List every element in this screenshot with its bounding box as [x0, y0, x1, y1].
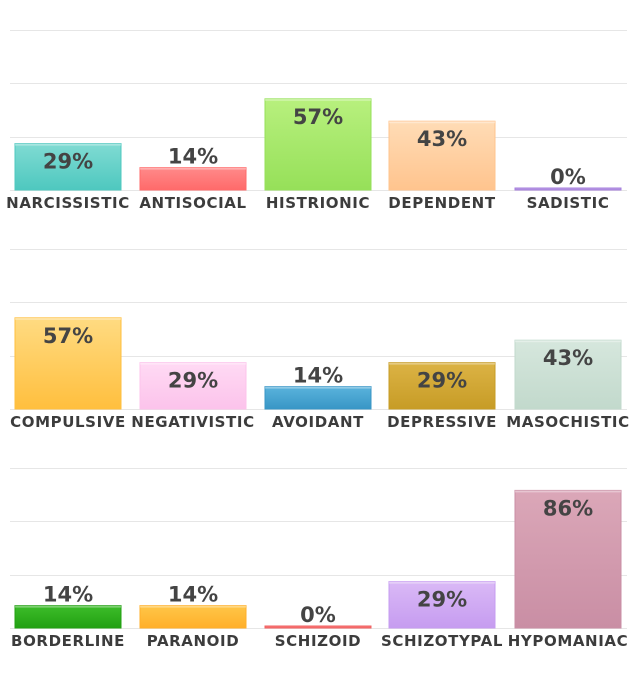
- category-label: SCHIZOTYPAL: [381, 632, 503, 650]
- bar-value-label: 0%: [300, 603, 336, 627]
- bar-avoidant: [264, 386, 372, 410]
- category-label: NEGATIVISTIC: [131, 413, 254, 431]
- bar-highlight: [15, 317, 121, 320]
- bar-histrionic: [264, 98, 372, 191]
- bar-highlight: [140, 362, 246, 365]
- category-label: DEPENDENT: [388, 194, 496, 212]
- category-label: NARCISSISTIC: [6, 194, 130, 212]
- bar-highlight: [515, 490, 621, 493]
- bar-masochistic: [514, 339, 622, 410]
- category-label: COMPULSIVE: [10, 413, 126, 431]
- bar-value-label: 57%: [293, 105, 343, 129]
- bar-dependent: [388, 120, 496, 191]
- bar-value-label: 57%: [43, 324, 93, 348]
- bar-value-label: 14%: [168, 583, 218, 607]
- bar-highlight: [389, 581, 495, 584]
- chart-panel-1: 29% NARCISSISTIC 14% ANTISOCIAL 57% HISTRIONI…: [6, 30, 627, 212]
- category-label: BORDERLINE: [11, 632, 125, 650]
- bar-value-label: 0%: [550, 165, 586, 189]
- category-label: SCHIZOID: [275, 632, 361, 650]
- bar-antisocial: [139, 167, 247, 191]
- bar-highlight: [265, 98, 371, 101]
- bar-value-label: 14%: [293, 364, 343, 388]
- category-label: HISTRIONIC: [266, 194, 370, 212]
- bar-value-label: 43%: [417, 127, 467, 151]
- bar-highlight: [140, 605, 246, 608]
- bar-highlight: [389, 121, 495, 124]
- bar-value-label: 29%: [417, 588, 467, 612]
- bar-highlight: [140, 167, 246, 170]
- bar-borderline: [14, 605, 122, 629]
- category-label: DEPRESSIVE: [387, 413, 497, 431]
- chart-panel-2: 57% COMPULSIVE 29% NEGATIVISTIC 14% AVOIDANT 2…: [10, 249, 629, 431]
- bar-highlight: [15, 605, 121, 608]
- bar-narcissistic: [14, 143, 122, 191]
- bar-schizoid: [264, 625, 372, 629]
- bar-paranoid: [139, 605, 247, 629]
- bar-highlight: [389, 362, 495, 365]
- category-label: MASOCHISTIC: [506, 413, 629, 431]
- bar-highlight: [265, 386, 371, 389]
- bar-value-label: 29%: [417, 369, 467, 393]
- bar-hypomaniac: [514, 489, 622, 629]
- category-label: PARANOID: [147, 632, 240, 650]
- category-label: HYPOMANIAC: [508, 632, 628, 650]
- bar-highlight: [15, 143, 121, 146]
- chart-panel-3: 14% BORDERLINE 14% PARANOID 0% SCHIZOID 29% SCH…: [10, 468, 628, 650]
- bar-schizotypal: [388, 581, 496, 629]
- bar-sadistic: [514, 187, 622, 191]
- category-label: ANTISOCIAL: [139, 194, 246, 212]
- bar-value-label: 14%: [43, 583, 93, 607]
- bar-value-label: 86%: [543, 496, 593, 520]
- bar-value-label: 43%: [543, 346, 593, 370]
- bar-value-label: 29%: [43, 150, 93, 174]
- bar-value-label: 29%: [168, 369, 218, 393]
- bar-negativistic: [139, 362, 247, 410]
- bar-highlight: [515, 340, 621, 343]
- category-label: AVOIDANT: [272, 413, 364, 431]
- bar-compulsive: [14, 317, 122, 410]
- bar-depressive: [388, 362, 496, 410]
- category-label: SADISTIC: [527, 194, 610, 212]
- bar-value-label: 14%: [168, 145, 218, 169]
